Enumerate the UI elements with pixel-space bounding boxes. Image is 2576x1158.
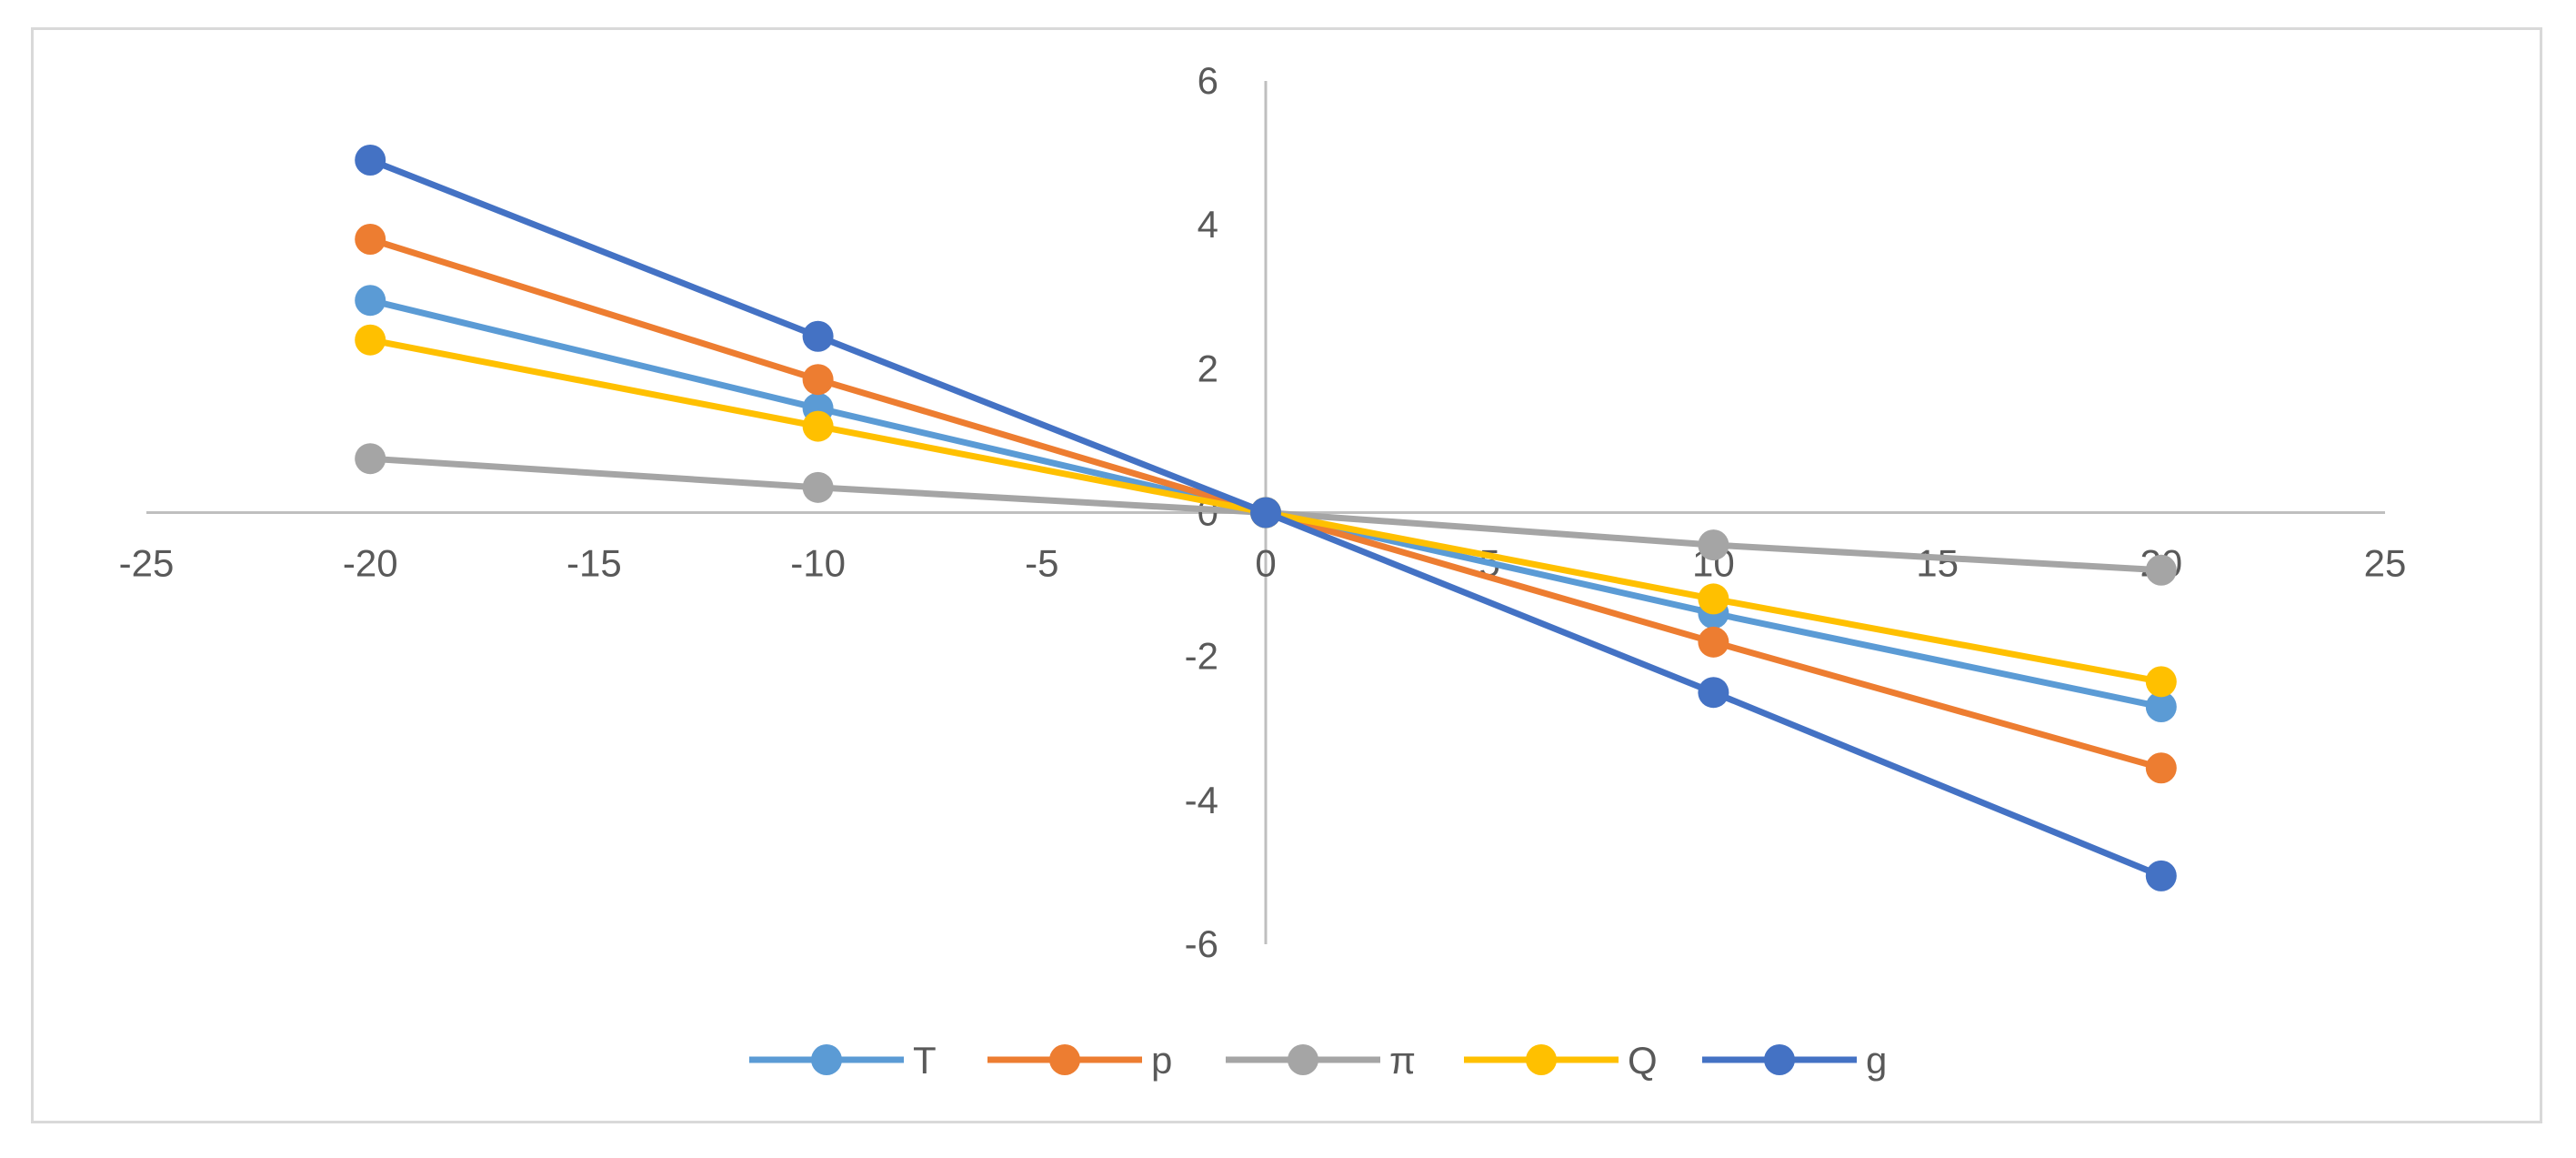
legend-swatch-marker [811, 1044, 842, 1075]
x-tick-label: 0 [1255, 542, 1276, 585]
data-point [1698, 529, 1729, 561]
data-point [355, 324, 386, 356]
data-point [2145, 752, 2177, 784]
data-point [2145, 554, 2177, 586]
legend-swatch-marker [1526, 1044, 1557, 1075]
series-4 [355, 144, 2177, 891]
y-tick-label: 6 [1198, 59, 1218, 102]
data-point [355, 285, 386, 317]
y-tick-label: -6 [1185, 922, 1218, 965]
legend-swatch-marker [1764, 1044, 1795, 1075]
data-point [1250, 497, 1281, 529]
data-point [802, 364, 834, 396]
data-point [2145, 691, 2177, 723]
series-lines [355, 144, 2177, 891]
data-point [355, 144, 386, 176]
y-tick-label: -2 [1185, 635, 1218, 678]
data-point [802, 320, 834, 352]
legend-label: T [913, 1039, 937, 1082]
legend-label: Q [1628, 1039, 1658, 1082]
x-tick-label: -5 [1025, 542, 1058, 585]
legend-item-0: T [749, 1039, 937, 1082]
legend-swatch-marker [1049, 1044, 1080, 1075]
legend-item-2: π [1226, 1039, 1416, 1082]
data-point [802, 471, 834, 503]
data-point [1698, 583, 1729, 615]
x-tick-label: -25 [119, 542, 175, 585]
legend-item-3: Q [1464, 1039, 1658, 1082]
legend-swatch-marker [1288, 1044, 1318, 1075]
y-tick-label: 4 [1198, 203, 1218, 246]
x-tick-label: -20 [343, 542, 398, 585]
legend-label: p [1151, 1039, 1172, 1082]
data-point [1698, 677, 1729, 709]
legend-item-1: p [987, 1039, 1172, 1082]
x-tick-label: 15 [1916, 542, 1959, 585]
data-point [2145, 666, 2177, 698]
y-tick-label: -4 [1185, 779, 1218, 821]
y-tick-label: 2 [1198, 347, 1218, 389]
legend-item-4: g [1702, 1039, 1887, 1082]
data-point [355, 223, 386, 255]
data-point [802, 410, 834, 442]
data-point [1698, 626, 1729, 658]
legend-label: π [1389, 1039, 1416, 1082]
x-tick-label: -10 [790, 542, 846, 585]
x-tick-label: 25 [2364, 542, 2407, 585]
x-tick-label: -15 [566, 542, 622, 585]
data-point [2145, 860, 2177, 891]
data-point [355, 443, 386, 475]
legend-label: g [1866, 1039, 1887, 1082]
